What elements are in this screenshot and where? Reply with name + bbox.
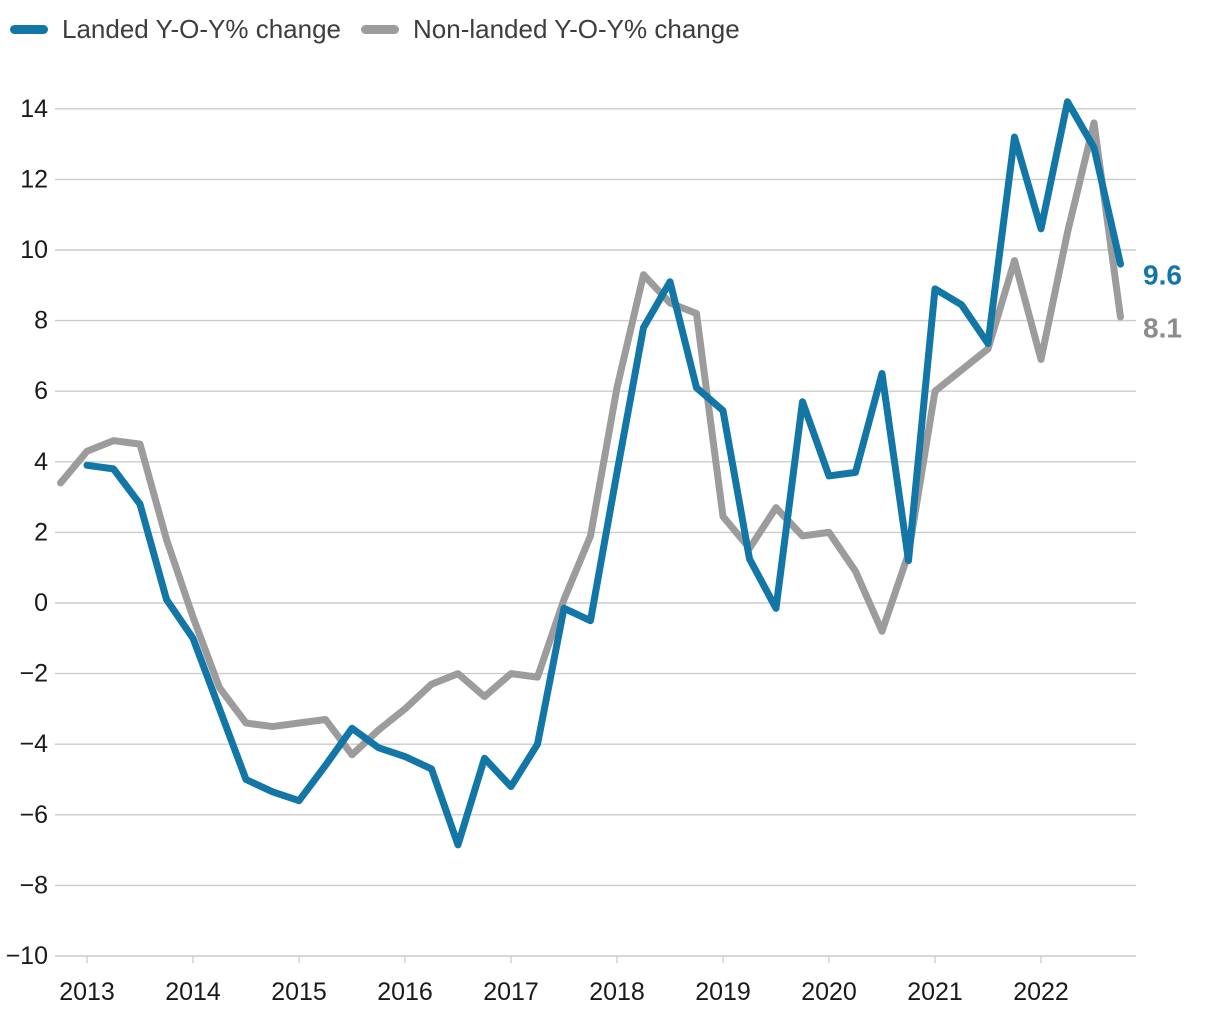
- y-axis-tick-label: 0: [34, 589, 48, 617]
- landed-end-value-label: 9.6: [1143, 260, 1182, 291]
- y-axis-tick-label: −8: [19, 871, 48, 899]
- legend: Landed Y-O-Y% change Non-landed Y-O-Y% c…: [10, 14, 740, 45]
- x-axis-tick-label: 2017: [483, 978, 539, 1006]
- y-axis-tick-label: −2: [19, 660, 48, 688]
- x-axis-tick-label: 2020: [801, 978, 857, 1006]
- x-axis-tick-label: 2021: [907, 978, 963, 1006]
- y-axis-tick-label: −10: [6, 942, 48, 970]
- y-axis-tick-label: 14: [20, 95, 48, 123]
- y-axis-tick-label: −4: [19, 730, 48, 758]
- non-landed-series-swatch: [361, 25, 399, 34]
- x-axis-tick-label: 2013: [59, 978, 115, 1006]
- x-axis-tick-label: 2022: [1013, 978, 1069, 1006]
- landed-series-swatch: [10, 25, 48, 34]
- x-axis-tick-label: 2016: [377, 978, 433, 1006]
- x-axis-tick-label: 2014: [165, 978, 221, 1006]
- x-axis-tick-label: 2019: [695, 978, 751, 1006]
- y-axis-tick-label: 10: [20, 236, 48, 264]
- y-axis-tick-label: 4: [34, 448, 48, 476]
- legend-item-landed: Landed Y-O-Y% change: [10, 14, 341, 45]
- y-axis-tick-label: 8: [34, 307, 48, 335]
- x-axis-tick-label: 2015: [271, 978, 327, 1006]
- y-axis-tick-label: −6: [19, 801, 48, 829]
- non-landed-series-label: Non-landed Y-O-Y% change: [413, 14, 740, 44]
- y-axis-tick-label: 12: [20, 165, 48, 193]
- legend-item-non-landed: Non-landed Y-O-Y% change: [361, 14, 740, 45]
- y-axis-tick-label: 6: [34, 377, 48, 405]
- non-landed-end-value-label: 8.1: [1143, 313, 1182, 344]
- x-axis-tick-label: 2018: [589, 978, 645, 1006]
- landed-series-line: [83, 98, 1124, 849]
- landed-series-label: Landed Y-O-Y% change: [62, 14, 341, 44]
- non-landed-series-line: [57, 119, 1124, 759]
- y-axis-tick-label: 2: [34, 518, 48, 546]
